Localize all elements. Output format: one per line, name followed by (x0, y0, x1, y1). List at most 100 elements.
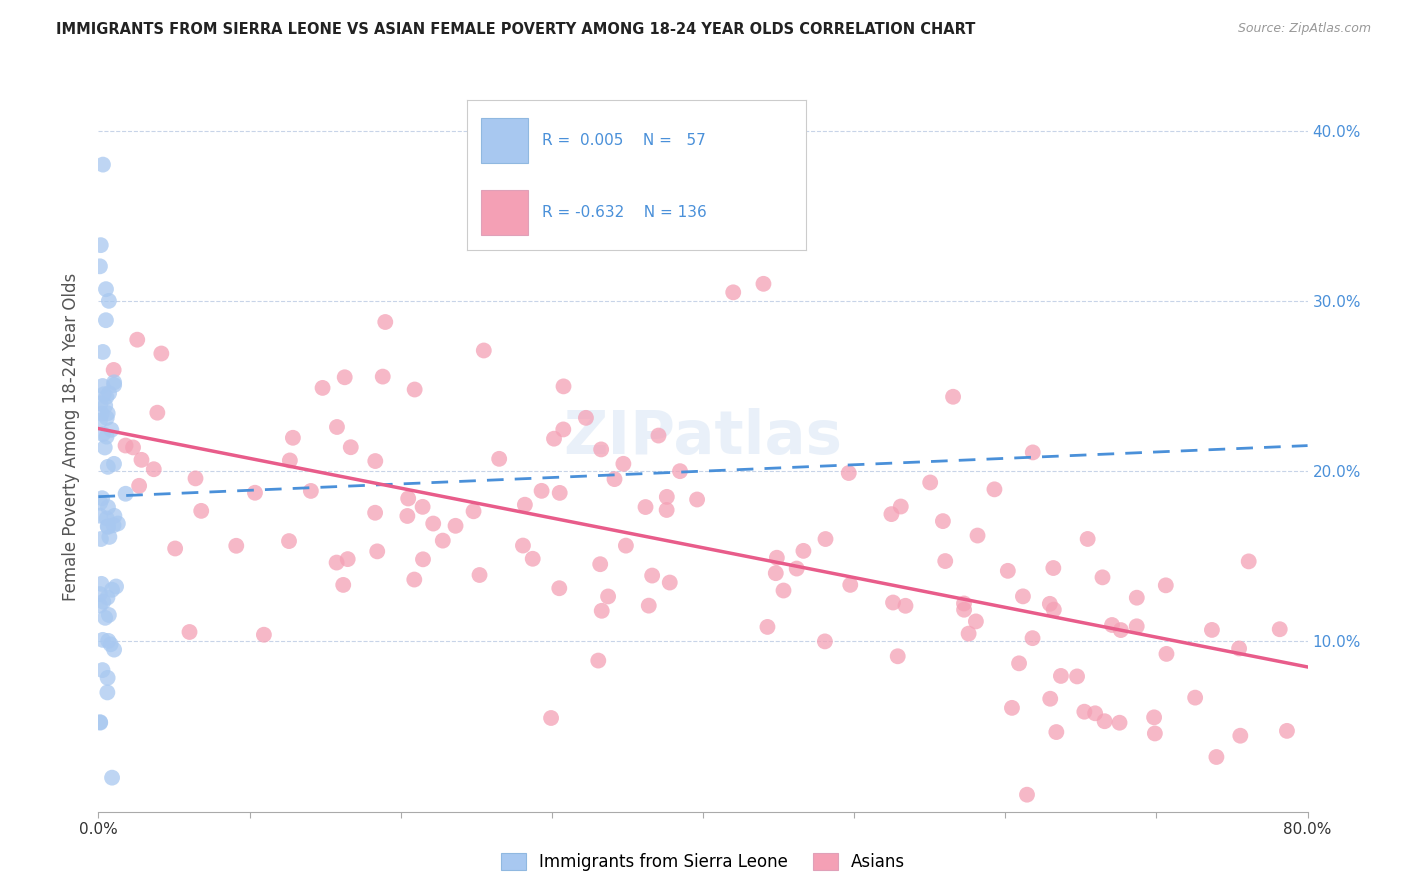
Point (103, 518, 125, 533)
Point (98, 386, 121, 401)
Point (894, 599, 917, 613)
Point (93, 387, 115, 401)
Point (591, 604, 613, 618)
Point (1091, 570, 1114, 584)
Point (396, 491, 419, 506)
Point (890, 500, 912, 514)
Point (669, 464, 692, 478)
Point (966, 528, 988, 542)
Point (96, 685, 118, 699)
Point (1268, 622, 1291, 636)
Point (89, 587, 111, 601)
Point (101, 582, 124, 597)
Point (838, 466, 860, 480)
Point (983, 483, 1005, 497)
Point (97, 633, 120, 648)
Point (1039, 691, 1062, 706)
Point (96, 429, 118, 443)
Point (97, 500, 120, 515)
Point (146, 406, 169, 420)
Point (332, 578, 354, 592)
Point (1045, 725, 1067, 739)
Point (97, 607, 120, 622)
Point (89, 260, 111, 274)
Point (96, 411, 118, 425)
Point (766, 550, 789, 565)
Point (404, 573, 426, 587)
Point (299, 483, 322, 498)
Point (103, 363, 125, 377)
Point (278, 534, 301, 549)
Point (765, 566, 787, 581)
Point (127, 333, 149, 347)
Point (100, 423, 122, 437)
Point (463, 504, 485, 518)
Point (98, 530, 121, 544)
Point (886, 649, 908, 664)
Point (90, 577, 112, 591)
Point (103, 457, 125, 471)
Point (598, 590, 620, 604)
Point (1109, 623, 1132, 637)
Point (1143, 726, 1166, 740)
Point (686, 492, 709, 507)
Point (997, 564, 1019, 578)
Point (103, 508, 125, 523)
Point (326, 420, 349, 434)
Point (1154, 578, 1177, 592)
Point (179, 625, 201, 640)
Point (772, 583, 794, 598)
Point (472, 343, 495, 358)
Point (243, 485, 266, 500)
Point (1015, 788, 1038, 802)
Point (792, 544, 814, 558)
Point (325, 556, 347, 570)
Point (814, 532, 837, 546)
Point (814, 634, 837, 648)
Point (1077, 532, 1099, 546)
Point (253, 628, 276, 642)
Point (1156, 647, 1178, 661)
Point (114, 438, 136, 452)
Point (336, 552, 359, 566)
Point (934, 554, 956, 568)
Point (91, 345, 114, 359)
Point (882, 595, 904, 609)
Point (723, 285, 745, 300)
Point (94, 611, 117, 625)
Point (1229, 729, 1251, 743)
Point (97, 406, 120, 420)
Point (522, 551, 544, 566)
Point (540, 711, 562, 725)
Point (184, 471, 207, 485)
Point (965, 615, 987, 629)
Point (543, 432, 565, 446)
Point (614, 539, 637, 553)
Point (142, 462, 165, 476)
Point (641, 568, 664, 582)
Point (1101, 618, 1123, 632)
Point (103, 642, 125, 657)
Point (89, 508, 111, 523)
Point (91, 663, 114, 677)
Point (339, 440, 361, 454)
Point (90, 532, 112, 546)
Point (839, 578, 862, 592)
Point (637, 599, 659, 613)
Point (103, 376, 125, 390)
Point (1237, 554, 1260, 568)
Point (1275, 723, 1298, 738)
Point (1008, 657, 1031, 671)
Point (957, 626, 980, 640)
Point (488, 451, 510, 466)
Point (89, 715, 111, 730)
Point (1042, 561, 1064, 575)
Point (932, 514, 955, 528)
Point (658, 575, 681, 590)
Point (311, 381, 333, 395)
Point (752, 277, 775, 291)
Point (333, 370, 356, 384)
Point (107, 516, 129, 531)
Point (655, 490, 678, 504)
Point (634, 500, 657, 514)
